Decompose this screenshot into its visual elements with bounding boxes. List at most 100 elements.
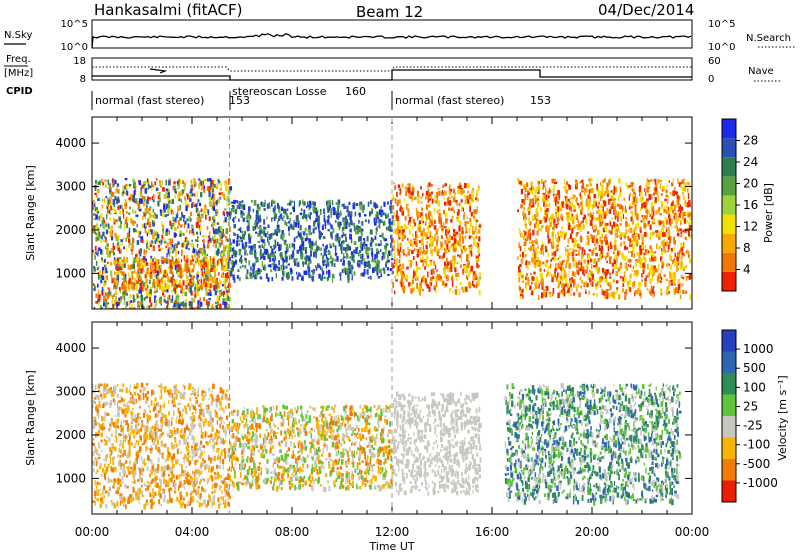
- heatmap-cell: [98, 247, 101, 251]
- heatmap-cell: [572, 194, 576, 200]
- heatmap-cell: [148, 212, 151, 216]
- heatmap-cell: [668, 231, 671, 237]
- heatmap-cell: [600, 248, 603, 255]
- heatmap-cell: [634, 192, 636, 198]
- heatmap-cell: [285, 256, 288, 263]
- heatmap-cell: [563, 273, 566, 276]
- heatmap-cell: [621, 288, 625, 293]
- heatmap-cell: [398, 233, 400, 238]
- heatmap-cell: [140, 303, 143, 308]
- heatmap-cell: [133, 257, 136, 264]
- heatmap-cell: [590, 264, 593, 269]
- heatmap-cell: [205, 290, 208, 296]
- heatmap-cell: [575, 232, 578, 237]
- cpid-seg-1-id: 153: [229, 94, 250, 107]
- heatmap-cell: [430, 269, 433, 275]
- heatmap-cell: [542, 250, 544, 256]
- heatmap-cell: [611, 262, 614, 267]
- heatmap-cell: [614, 186, 618, 193]
- heatmap-cell: [268, 201, 271, 205]
- heatmap-cell: [401, 238, 404, 241]
- heatmap-cell: [129, 293, 132, 299]
- heatmap-cell: [669, 270, 671, 273]
- heatmap-cell: [225, 183, 228, 187]
- heatmap-cell: [238, 243, 241, 246]
- heatmap-cell: [268, 241, 270, 246]
- heatmap-cell: [553, 223, 556, 227]
- heatmap-cell: [192, 231, 195, 236]
- heatmap-cell: [140, 187, 142, 193]
- heatmap-cell: [358, 263, 361, 268]
- heatmap-cell: [458, 289, 461, 296]
- heatmap-cell: [535, 207, 539, 213]
- heatmap-cell: [115, 292, 118, 295]
- heatmap-cell: [225, 228, 229, 235]
- heatmap-cell: [222, 229, 224, 234]
- heatmap-cell: [239, 265, 242, 269]
- heatmap-cell: [660, 244, 662, 250]
- heatmap-cell: [588, 290, 591, 295]
- heatmap-cell: [477, 187, 479, 190]
- heatmap-cell: [555, 213, 558, 218]
- heatmap-cell: [450, 263, 453, 269]
- heatmap-cell: [118, 216, 121, 222]
- heatmap-cell: [453, 197, 456, 203]
- heatmap-cell: [101, 287, 104, 291]
- heatmap-cell: [677, 290, 680, 294]
- heatmap-cell: [665, 229, 668, 233]
- heatmap-cell: [413, 221, 416, 224]
- heatmap-cell: [211, 179, 214, 185]
- heatmap-cell: [573, 292, 576, 296]
- heatmap-cell: [454, 267, 457, 273]
- heatmap-cell: [239, 227, 242, 231]
- heatmap-cell: [240, 255, 243, 258]
- heatmap-cell: [150, 302, 153, 308]
- heatmap-cell: [601, 198, 603, 202]
- heatmap-cell: [634, 197, 638, 202]
- heatmap-cell: [335, 249, 337, 255]
- heatmap-cell: [682, 191, 684, 196]
- heatmap-cell: [112, 245, 116, 250]
- heatmap-cell: [574, 237, 577, 242]
- heatmap-cell: [117, 260, 119, 264]
- heatmap-cell: [189, 305, 192, 309]
- heatmap-cell: [213, 264, 215, 270]
- heatmap-cell: [164, 282, 166, 288]
- heatmap-cell: [219, 502, 222, 506]
- heatmap-cell: [588, 196, 591, 199]
- heatmap-cell: [225, 273, 228, 278]
- heatmap-cell: [131, 251, 134, 255]
- heatmap-cell: [245, 258, 247, 264]
- heatmap-cell: [634, 290, 636, 293]
- heatmap-cell: [265, 266, 267, 269]
- heatmap-cell: [677, 178, 679, 184]
- heatmap-cell: [114, 271, 116, 276]
- heatmap-cell: [272, 253, 275, 258]
- heatmap-cell: [176, 284, 180, 288]
- colorbar-tick-label: 28: [743, 134, 758, 148]
- heatmap-cell: [666, 198, 669, 204]
- heatmap-cell: [176, 416, 178, 420]
- heatmap-cell: [575, 199, 578, 203]
- heatmap-cell: [604, 268, 606, 272]
- heatmap-cell: [647, 210, 651, 214]
- heatmap-cell: [261, 203, 264, 207]
- heatmap-cell: [98, 274, 100, 280]
- heatmap-cell: [186, 255, 189, 259]
- heatmap-cell: [637, 222, 640, 228]
- heatmap-cell: [452, 188, 456, 194]
- heatmap-cell: [128, 266, 131, 271]
- heatmap-cell: [421, 215, 424, 221]
- heatmap-cell: [647, 263, 649, 270]
- heatmap-cell: [122, 307, 125, 309]
- heatmap-cell: [574, 260, 577, 264]
- heatmap-cell: [641, 279, 643, 282]
- heatmap-cell: [276, 202, 279, 209]
- heatmap-cell: [213, 219, 216, 223]
- heatmap-cell: [400, 206, 402, 212]
- heatmap-cell: [336, 212, 340, 216]
- heatmap-cell: [181, 243, 184, 248]
- heatmap-cell: [434, 246, 436, 253]
- heatmap-cell: [685, 276, 688, 281]
- heatmap-cell: [113, 217, 115, 223]
